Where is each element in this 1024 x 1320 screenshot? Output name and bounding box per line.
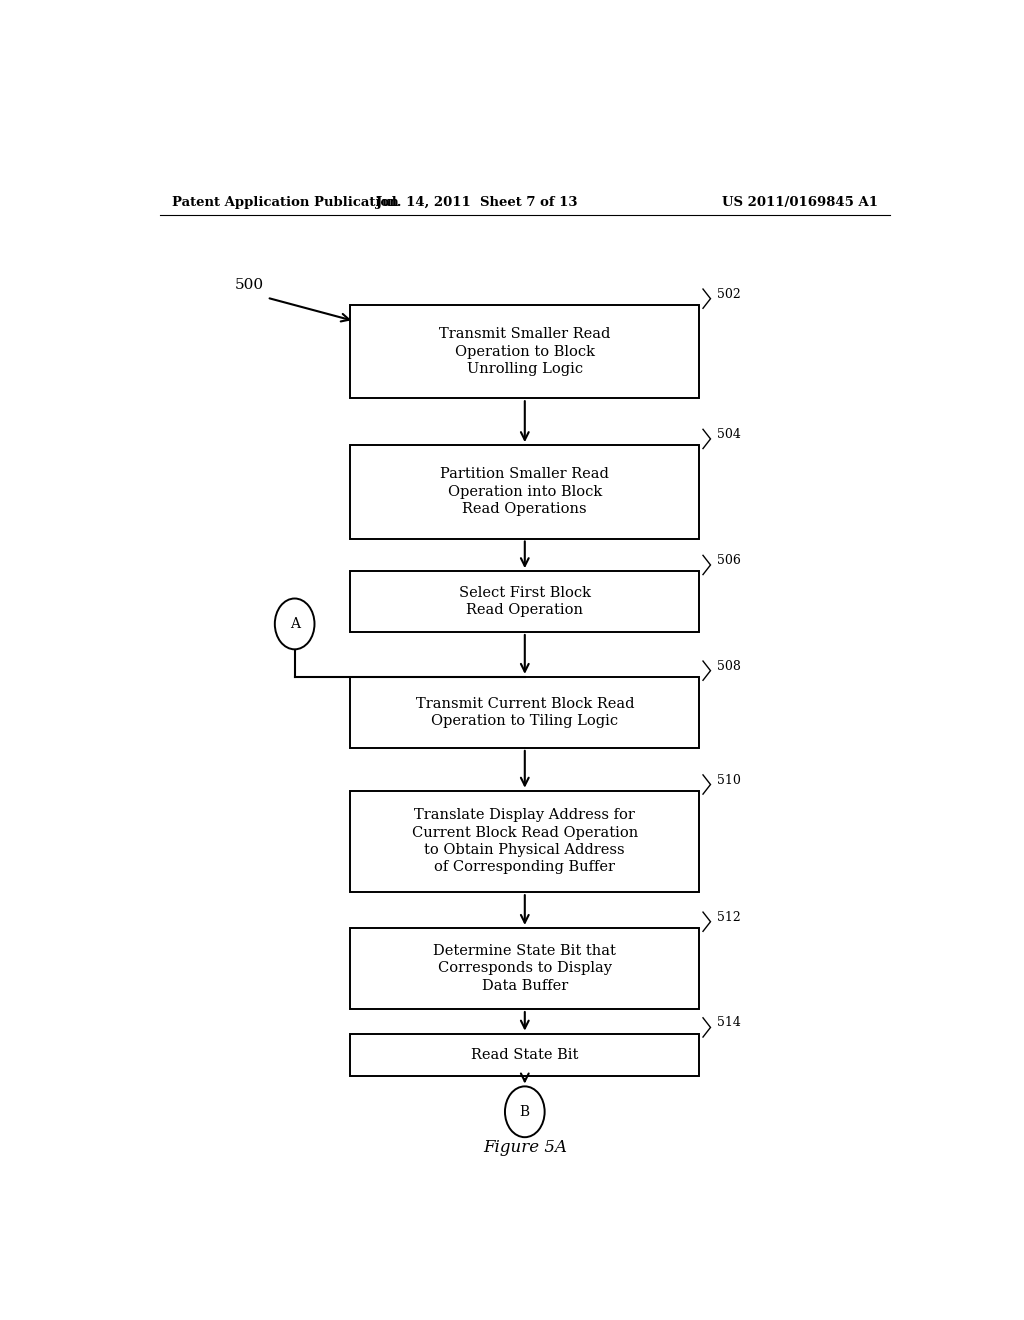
FancyBboxPatch shape [350, 1034, 699, 1076]
Text: 508: 508 [717, 660, 740, 673]
Text: Transmit Smaller Read
Operation to Block
Unrolling Logic: Transmit Smaller Read Operation to Block… [439, 327, 610, 376]
Text: 502: 502 [717, 288, 740, 301]
FancyBboxPatch shape [350, 445, 699, 539]
FancyBboxPatch shape [350, 572, 699, 632]
Text: A: A [290, 616, 300, 631]
FancyBboxPatch shape [350, 928, 699, 1008]
Text: Jul. 14, 2011  Sheet 7 of 13: Jul. 14, 2011 Sheet 7 of 13 [377, 195, 578, 209]
Text: 514: 514 [717, 1016, 740, 1030]
Text: Transmit Current Block Read
Operation to Tiling Logic: Transmit Current Block Read Operation to… [416, 697, 634, 729]
Text: Translate Display Address for
Current Block Read Operation
to Obtain Physical Ad: Translate Display Address for Current Bl… [412, 808, 638, 874]
Text: 512: 512 [717, 911, 740, 924]
Text: 506: 506 [717, 554, 740, 568]
Text: 510: 510 [717, 774, 740, 787]
Text: B: B [520, 1105, 529, 1119]
Text: Read State Bit: Read State Bit [471, 1048, 579, 1061]
FancyBboxPatch shape [350, 791, 699, 892]
Text: Figure 5A: Figure 5A [482, 1139, 567, 1156]
Text: Select First Block
Read Operation: Select First Block Read Operation [459, 586, 591, 618]
Text: Partition Smaller Read
Operation into Block
Read Operations: Partition Smaller Read Operation into Bl… [440, 467, 609, 516]
FancyBboxPatch shape [350, 677, 699, 748]
Circle shape [274, 598, 314, 649]
FancyBboxPatch shape [350, 305, 699, 399]
Text: Determine State Bit that
Corresponds to Display
Data Buffer: Determine State Bit that Corresponds to … [433, 944, 616, 993]
Text: 500: 500 [236, 279, 264, 293]
Circle shape [505, 1086, 545, 1138]
Text: Patent Application Publication: Patent Application Publication [172, 195, 398, 209]
Text: 504: 504 [717, 428, 740, 441]
Text: US 2011/0169845 A1: US 2011/0169845 A1 [722, 195, 878, 209]
